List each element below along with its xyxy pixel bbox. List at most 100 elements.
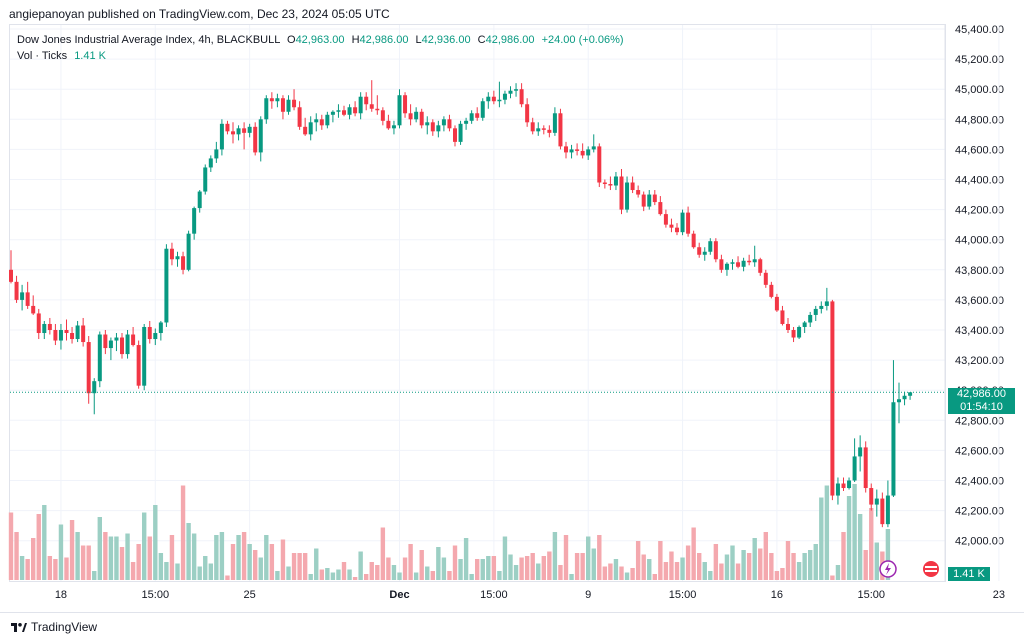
y-tick-label: 44,200.00 [955, 205, 1004, 217]
volume-bar [746, 553, 752, 580]
candle-body [897, 399, 901, 403]
volume-bar [863, 550, 868, 580]
volume-bar [663, 562, 669, 580]
volume-bar [219, 532, 225, 580]
candle-body [58, 330, 63, 341]
volume-bar [302, 553, 308, 580]
candle-body [480, 101, 485, 118]
volume-bar [796, 562, 802, 580]
volume-bar [508, 554, 513, 580]
candle-body [436, 125, 441, 132]
candle-body [397, 95, 402, 126]
candle-body [719, 259, 724, 270]
candle-body [847, 480, 852, 489]
volume-bar [236, 535, 241, 580]
volume-bar [80, 545, 86, 580]
volume-bar [713, 544, 719, 580]
candle-body [108, 340, 113, 349]
candle-body [114, 337, 119, 341]
volume-bar [64, 557, 69, 580]
legend-ohlc: Dow Jones Industrial Average Index, 4h, … [17, 34, 624, 46]
candle-body [469, 113, 474, 121]
volume-bar [752, 538, 757, 580]
candle-body [208, 158, 213, 168]
candle-body [841, 483, 846, 489]
volume-bar [780, 568, 785, 580]
volume-bar [391, 565, 397, 580]
candle-body [53, 330, 58, 341]
volume-bar [186, 523, 191, 580]
volume-bar [136, 544, 141, 580]
candle-body [613, 176, 618, 186]
candle-body [769, 284, 774, 297]
candle-body [42, 323, 47, 334]
candle-body [192, 208, 197, 234]
candle-body [447, 119, 452, 129]
volume-bar [697, 553, 702, 580]
volume-label[interactable]: Vol · Ticks [17, 50, 68, 62]
volume-bar [253, 550, 258, 580]
volume-bar [169, 535, 175, 580]
volume-bar [280, 539, 286, 580]
volume-tag: 1.41 K [948, 567, 990, 581]
volume-bar [819, 497, 824, 580]
candle-body [608, 184, 613, 186]
y-tick-label: 43,800.00 [955, 265, 1004, 277]
candle-body [791, 330, 796, 338]
volume-bar [447, 571, 452, 580]
volume-bar [552, 532, 558, 580]
legend-high: 42,986.00 [359, 34, 409, 46]
volume-bar [519, 557, 524, 580]
volume-bar [108, 536, 114, 580]
candle-body [308, 122, 313, 135]
candle-body [835, 483, 840, 496]
volume-bar [536, 563, 541, 580]
volume-bar [336, 569, 341, 580]
volume-bar [635, 541, 641, 580]
volume-bar [314, 548, 319, 580]
x-tick-label: Dec [389, 589, 409, 601]
candle-body [164, 248, 169, 323]
candle-body [186, 233, 191, 270]
candle-body [863, 447, 868, 489]
candle-body [464, 120, 469, 124]
candle-body [813, 308, 818, 315]
volume-bar [375, 565, 380, 580]
candle-body [802, 322, 807, 327]
y-tick-label: 45,000.00 [955, 84, 1004, 96]
candle-body [680, 212, 685, 233]
candle-body [97, 334, 102, 382]
candle-body [758, 259, 763, 273]
header: angiepanoyan published on TradingView.co… [0, 0, 1024, 24]
volume-bar [197, 566, 202, 580]
candle-body [20, 292, 25, 300]
tradingview-brand[interactable]: TradingView [11, 620, 97, 634]
candle-body [253, 126, 258, 153]
volume-bar [347, 569, 352, 580]
volume-bar [19, 556, 25, 580]
candlestick-chart[interactable]: 45,400.00 45,200.00 45,000.00 44,800.00 44,6… [0, 0, 1024, 612]
legend-symbol[interactable]: Dow Jones Industrial Average Index, 4h, … [17, 34, 280, 46]
volume-bar [397, 572, 402, 580]
volume-bar [808, 550, 813, 580]
candle-body [502, 93, 507, 100]
volume-bar [874, 542, 879, 580]
candle-body [669, 224, 674, 228]
volume-bar [358, 551, 363, 580]
candle-body [902, 395, 907, 400]
candle-body [9, 269, 13, 282]
us-flag-event-icon [923, 561, 939, 577]
candle-body [453, 128, 457, 142]
candle-body [14, 281, 19, 300]
candle-body [269, 98, 274, 102]
candle-body [797, 326, 802, 338]
y-tick-label: 42,000.00 [955, 536, 1004, 548]
x-tick-label: 15:00 [480, 589, 508, 601]
volume-bar [658, 541, 663, 580]
volume-bar [175, 563, 180, 580]
candle-body [747, 260, 752, 263]
candle-body [519, 89, 524, 105]
candle-body [786, 323, 790, 330]
y-tick-label: 44,000.00 [955, 235, 1004, 247]
candle-body [558, 113, 563, 147]
